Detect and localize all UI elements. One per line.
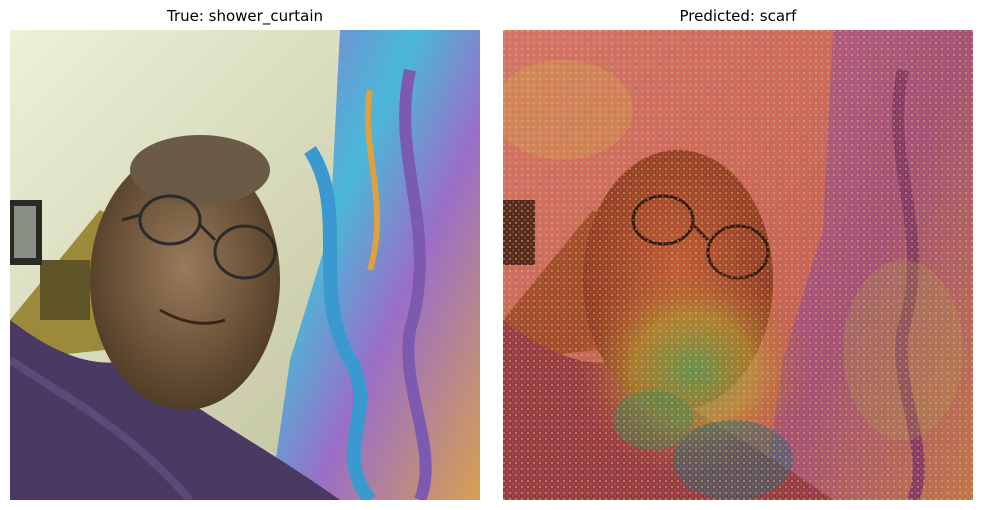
- panel-title-original: True: shower_curtain: [166, 7, 323, 25]
- panel-saliency: Predicted: scarf: [503, 0, 973, 510]
- original-image: [10, 30, 480, 500]
- panel-title-saliency: Predicted: scarf: [679, 7, 797, 25]
- saliency-overlay-image: [503, 30, 973, 500]
- panel-original: True: shower_curtain: [10, 0, 480, 510]
